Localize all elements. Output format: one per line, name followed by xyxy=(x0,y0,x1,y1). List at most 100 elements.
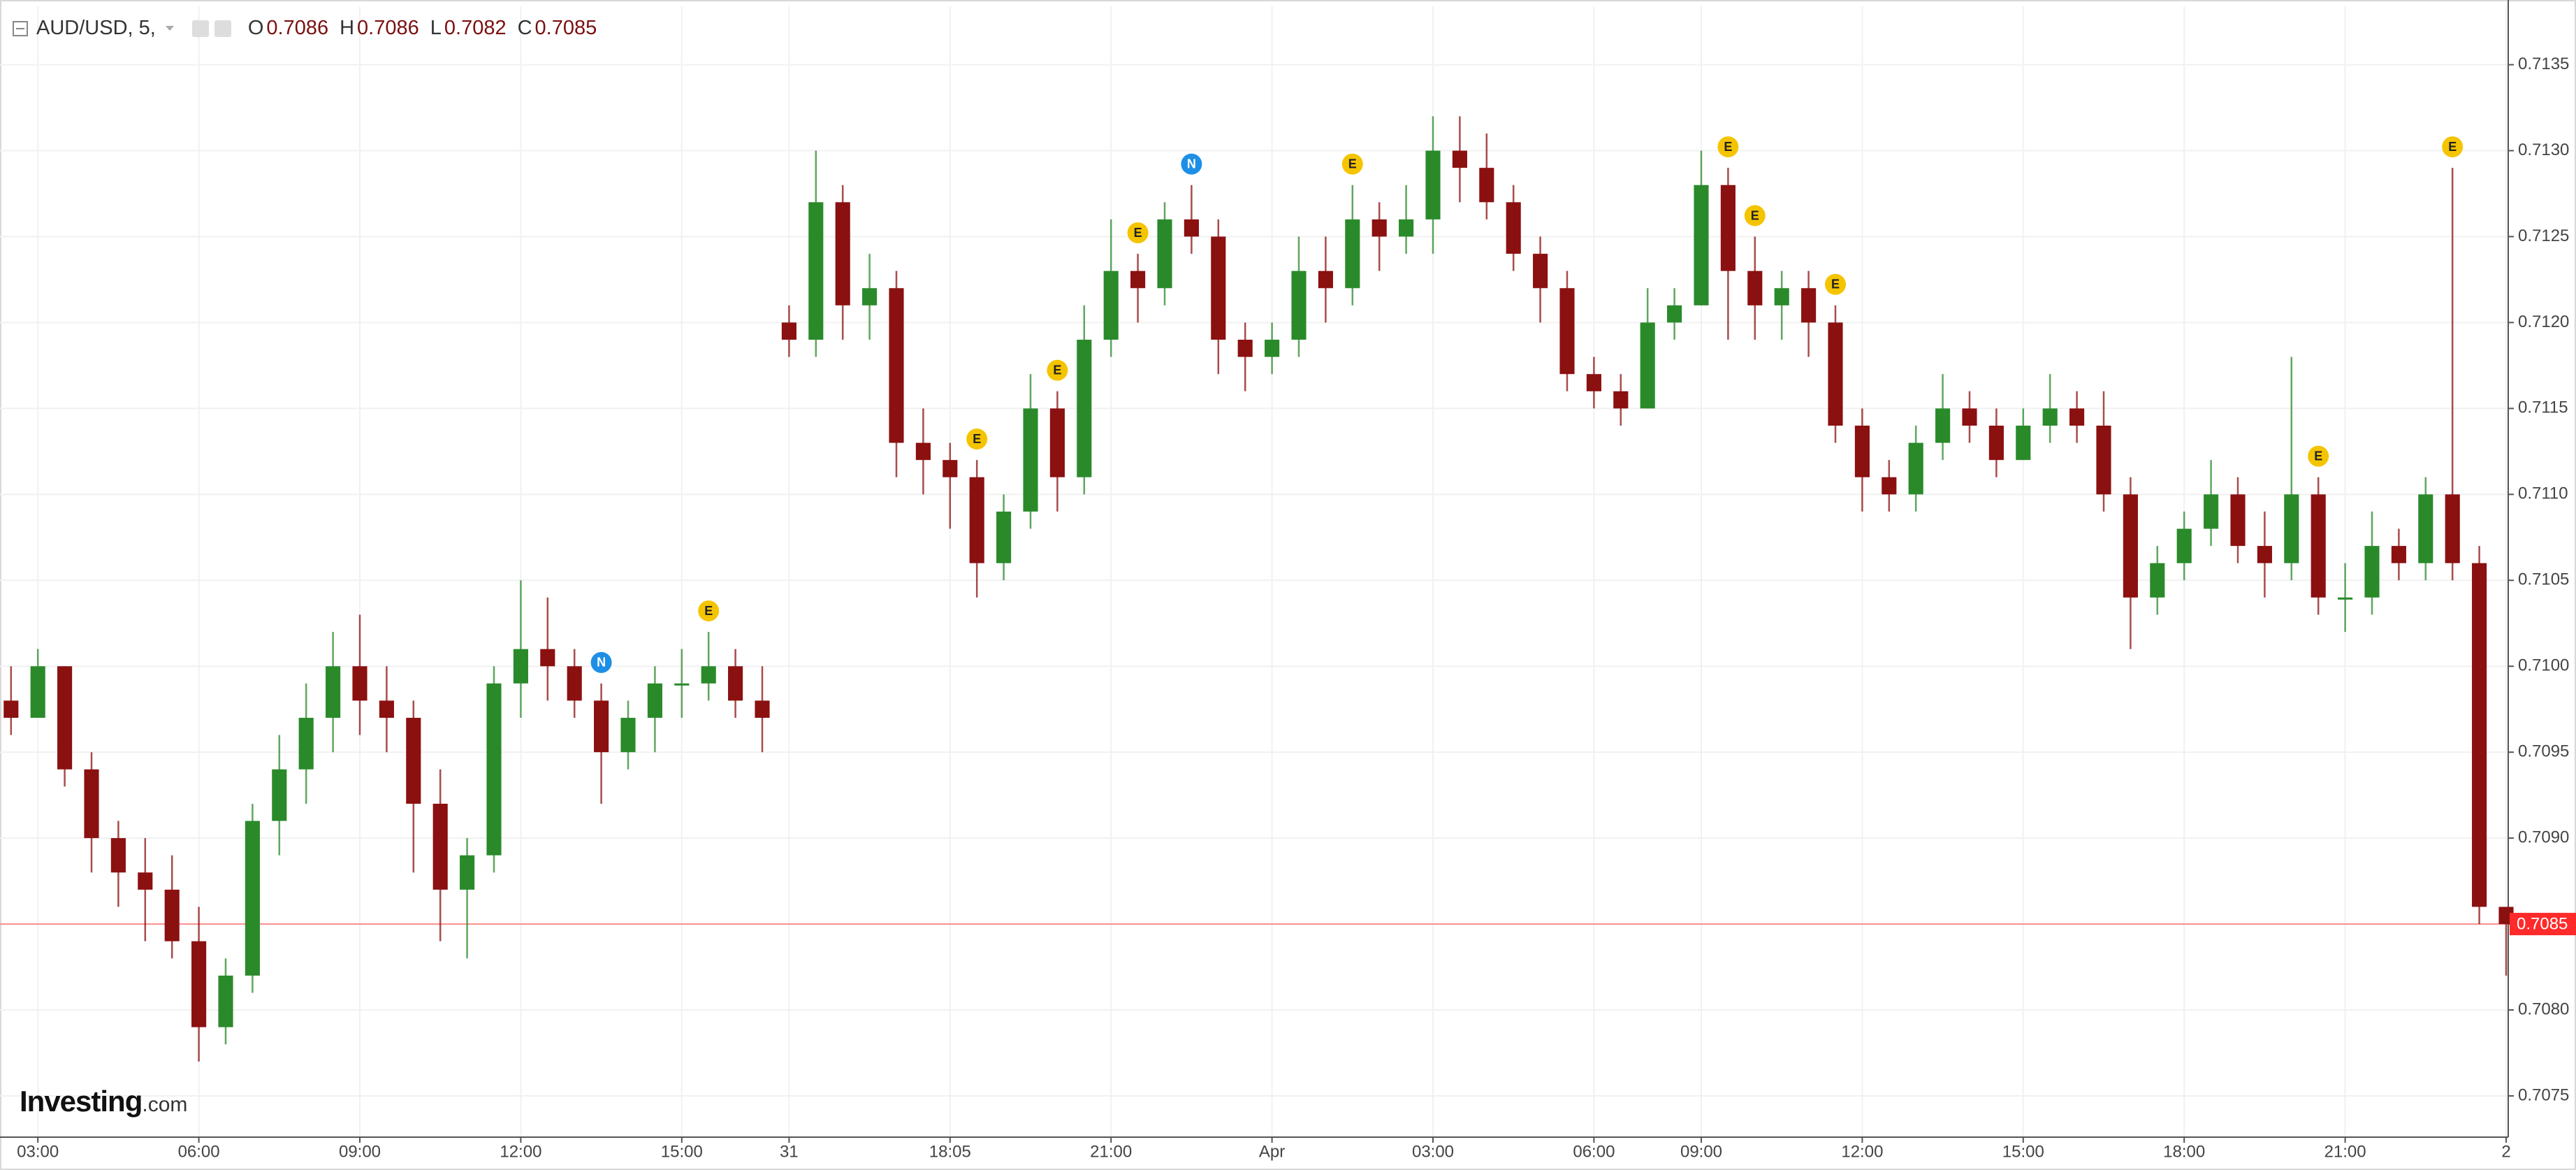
event-marker[interactable]: E xyxy=(2442,136,2464,158)
ohlc-key: L xyxy=(430,17,442,39)
candle-body xyxy=(2311,494,2326,598)
candle-body xyxy=(1265,340,1280,357)
ohlc-key: O xyxy=(247,17,264,39)
x-tick-label: Apr xyxy=(1259,1142,1285,1161)
visibility-button[interactable] xyxy=(191,20,209,37)
x-tick-label: 21:00 xyxy=(2324,1142,2366,1161)
candle-body xyxy=(1506,202,1521,254)
candle-body xyxy=(781,322,796,340)
candle-body xyxy=(1586,374,1601,391)
candle-body xyxy=(460,855,475,890)
ohlc-key: C xyxy=(517,17,532,39)
event-marker[interactable]: N xyxy=(590,651,612,673)
x-tick-label: 18:05 xyxy=(929,1142,971,1161)
x-tick-label: 12:00 xyxy=(500,1142,541,1161)
candle-body xyxy=(218,975,233,1027)
ohlc-key: H xyxy=(340,17,355,39)
candle-body xyxy=(2204,494,2219,529)
y-tick-label: 0.7125 xyxy=(2518,226,2569,245)
last-price-tag xyxy=(2510,913,2576,936)
candle-body xyxy=(1640,322,1655,409)
ohlc-value: 0.7082 xyxy=(444,17,507,39)
y-tick-label: 0.7110 xyxy=(2518,484,2568,503)
y-tick-label: 0.7090 xyxy=(2518,828,2569,846)
event-label: E xyxy=(1134,226,1142,240)
candle-body xyxy=(1801,288,1817,323)
interval-dropdown[interactable] xyxy=(165,26,174,31)
candle-body xyxy=(1291,270,1307,340)
candle-body xyxy=(191,941,207,1027)
event-marker[interactable]: E xyxy=(1744,205,1766,226)
candle-body xyxy=(1533,254,1548,289)
event-marker[interactable]: E xyxy=(698,600,720,622)
candle-body xyxy=(245,821,260,976)
event-label: E xyxy=(2314,449,2322,463)
candle-body xyxy=(889,288,904,443)
event-badge xyxy=(590,651,612,673)
event-label: E xyxy=(1348,157,1357,171)
event-marker[interactable]: E xyxy=(1127,222,1149,244)
ohlc-legend: O 0.7086 H 0.7086 L 0.7082 C 0.7085 xyxy=(237,17,597,40)
event-marker[interactable]: E xyxy=(1717,136,1739,158)
candle-body xyxy=(2391,546,2406,563)
event-badge xyxy=(966,428,988,450)
event-badge xyxy=(1127,222,1149,244)
event-label: E xyxy=(1751,208,1759,222)
candle-body xyxy=(513,649,528,684)
y-tick-label: 0.7130 xyxy=(2518,140,2569,159)
event-label: E xyxy=(2448,140,2457,154)
candle-body xyxy=(30,666,45,718)
candle-body xyxy=(138,872,153,890)
candle-body xyxy=(1479,168,1494,203)
candle-body xyxy=(701,666,716,684)
candle-body xyxy=(2338,597,2353,600)
candle-body xyxy=(352,666,368,701)
event-marker[interactable]: E xyxy=(1825,273,1846,295)
x-tick-label: 06:00 xyxy=(1573,1142,1615,1161)
candle-body xyxy=(1962,408,1977,426)
candle-body xyxy=(1184,219,1199,237)
candle-body xyxy=(1882,477,1897,495)
candle-body xyxy=(620,718,636,753)
candle-body xyxy=(272,769,287,821)
x-tick-label: 15:00 xyxy=(661,1142,703,1161)
candle-body xyxy=(1613,391,1629,409)
event-marker[interactable]: E xyxy=(966,428,988,450)
event-label: E xyxy=(1053,363,1061,377)
event-marker[interactable]: E xyxy=(1047,359,1068,381)
event-label: N xyxy=(597,656,606,670)
candle-body xyxy=(2123,494,2138,598)
candle-body xyxy=(808,202,824,340)
candle-body xyxy=(1828,322,1843,426)
event-marker[interactable]: E xyxy=(2308,445,2329,467)
event-badge xyxy=(2442,136,2464,158)
candle-body xyxy=(835,202,850,305)
candle-body xyxy=(1854,425,1870,477)
event-label: E xyxy=(1724,140,1732,154)
watermark-suffix: .com xyxy=(142,1093,188,1116)
candle-body xyxy=(915,442,931,461)
candle-body xyxy=(862,288,878,305)
candle-body xyxy=(57,666,73,770)
collapse-icon[interactable] xyxy=(13,20,28,36)
candle-body xyxy=(326,666,341,718)
candle-body xyxy=(1452,150,1467,168)
candle-body xyxy=(1077,340,1092,477)
event-marker[interactable]: E xyxy=(1341,153,1363,175)
candle-body xyxy=(2042,408,2058,426)
candle-body xyxy=(1318,270,1333,289)
event-marker[interactable]: N xyxy=(1181,153,1202,175)
candle-body xyxy=(647,683,662,718)
event-badge xyxy=(1717,136,1739,158)
candle-body xyxy=(1667,305,1682,323)
candle-body xyxy=(1720,185,1735,271)
event-badge xyxy=(698,600,720,622)
candle-body xyxy=(1345,219,1360,289)
candle-body xyxy=(379,700,394,718)
candle-body xyxy=(2445,494,2460,563)
settings-button[interactable] xyxy=(214,20,231,37)
candle-body xyxy=(2096,425,2111,495)
event-label: E xyxy=(1831,277,1840,291)
x-tick-label: 12:00 xyxy=(1841,1142,1883,1161)
